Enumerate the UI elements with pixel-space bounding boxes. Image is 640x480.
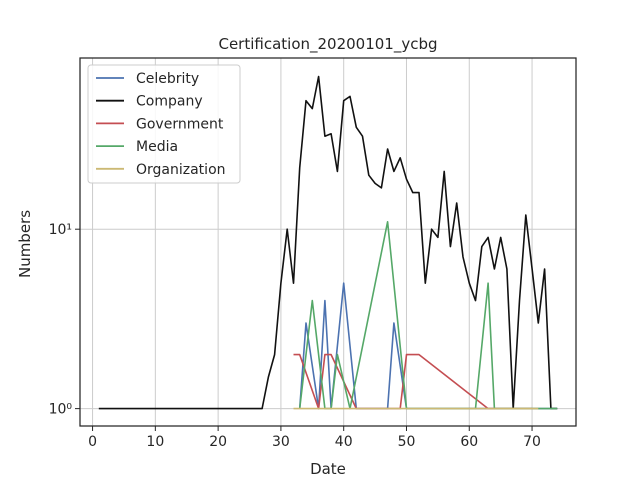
series-line-company	[98, 75, 558, 410]
y-tick-label: 10¹	[49, 222, 72, 238]
x-axis-label: Date	[310, 460, 346, 478]
x-tick-label: 40	[335, 434, 353, 450]
x-tick-label: 30	[272, 434, 290, 450]
chart-title: Certification_20200101_ycbg	[218, 35, 437, 54]
x-tick-label: 20	[209, 434, 227, 450]
legend-box	[87, 64, 241, 184]
y-axis-label: Numbers	[16, 210, 34, 278]
x-tick-label: 10	[146, 434, 164, 450]
legend: Celebrity Company Government Media Organizat…	[87, 64, 241, 184]
legend-label-company: Company	[136, 94, 203, 110]
series-line-celebrity	[298, 282, 558, 410]
x-tick-label: 70	[523, 434, 541, 450]
legend-label-government: Government	[136, 116, 224, 132]
y-tick-label: 10⁰	[49, 402, 73, 418]
x-tick-label: 50	[398, 434, 416, 450]
axis-ticks: 0 10 20 30 40 50 60 70 10⁰ 10¹	[49, 222, 541, 450]
legend-label-media: Media	[136, 139, 178, 155]
series-lines	[98, 75, 558, 410]
plot-frame	[79, 57, 577, 427]
legend-label-organization: Organization	[136, 162, 226, 178]
x-tick-label: 60	[460, 434, 478, 450]
legend-label-celebrity: Celebrity	[136, 71, 199, 87]
x-tick-label: 0	[88, 434, 97, 450]
